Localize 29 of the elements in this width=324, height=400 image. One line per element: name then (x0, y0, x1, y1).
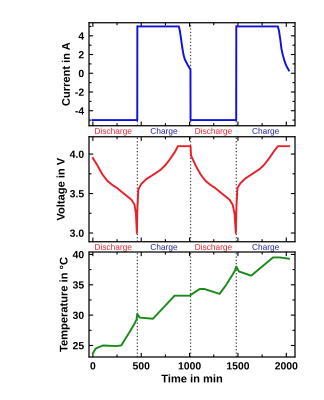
x-tick-label: 0 (90, 362, 96, 370)
y-tick-label: -2 (75, 88, 84, 96)
text: Discharge (195, 128, 232, 136)
y-tick-label: 25 (72, 342, 84, 350)
text: Discharge (95, 128, 132, 136)
x-tick-label: 500 (132, 362, 150, 370)
y-tick-label: 4 (78, 32, 84, 40)
text: Charge (252, 244, 279, 252)
y-tick-label: 3.0 (70, 230, 84, 237)
x-axis-title: Time in min (161, 374, 222, 383)
y-axis-title: Voltage in V (56, 158, 67, 221)
x-tick-label: 1500 (227, 362, 250, 370)
x-tick-label: 2000 (275, 362, 298, 370)
text: Charge (150, 128, 178, 136)
y-axis-title: Current in A (62, 42, 70, 106)
x-tick-label: 1000 (178, 362, 201, 370)
y-tick-label: 30 (72, 312, 84, 320)
text: Discharge (95, 244, 132, 252)
y-tick-label: 40 (72, 250, 84, 258)
y-tick-label: -4 (75, 107, 84, 114)
y-tick-label: 2 (78, 51, 84, 58)
y-tick-label: 3.5 (70, 190, 84, 198)
text: Charge (252, 128, 279, 136)
y-axis-title: Temperature in °C (59, 257, 70, 352)
text: Charge (150, 244, 178, 252)
y-tick-label: 0 (78, 70, 84, 78)
y-tick-label: 4.0 (70, 150, 84, 158)
y-tick-label: 35 (72, 281, 84, 289)
text: Discharge (195, 244, 232, 252)
